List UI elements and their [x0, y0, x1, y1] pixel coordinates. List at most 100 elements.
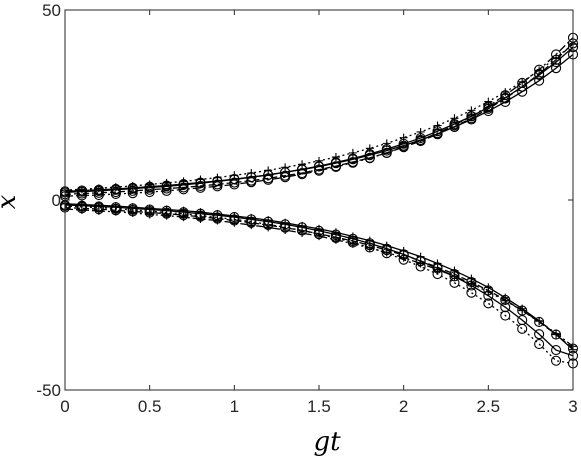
- data-point: [161, 185, 172, 196]
- data-point: [330, 229, 341, 240]
- series-line: [64, 37, 574, 197]
- data-point: [195, 177, 206, 188]
- data-point: [127, 182, 138, 193]
- data-point: [196, 215, 205, 223]
- data-point: [178, 178, 189, 190]
- data-point: [348, 148, 357, 157]
- data-point: [517, 315, 528, 326]
- data-point: [127, 188, 138, 199]
- data-point: [313, 225, 325, 236]
- data-point: [347, 157, 358, 168]
- data-point: [364, 153, 375, 164]
- data-point: [263, 169, 274, 180]
- data-point: [246, 214, 257, 225]
- data-point: [229, 179, 240, 190]
- data-point: [229, 174, 240, 185]
- data-point: [551, 63, 562, 74]
- y-tick-label: -50: [36, 381, 61, 400]
- x-tick-label: 3: [568, 397, 577, 416]
- data-point: [501, 88, 510, 97]
- data-point: [518, 306, 527, 315]
- data-point: [381, 145, 392, 156]
- data-point: [449, 271, 460, 282]
- data-point: [144, 204, 155, 215]
- data-point: [178, 184, 189, 195]
- data-point: [466, 280, 477, 291]
- data-point: [161, 205, 172, 216]
- data-point: [399, 133, 408, 142]
- data-point: [534, 64, 545, 75]
- data-point: [347, 154, 358, 165]
- data-point: [246, 172, 257, 183]
- data-point: [551, 345, 562, 356]
- y-tick-label: 50: [42, 1, 61, 20]
- data-point: [551, 355, 562, 366]
- data-point: [280, 167, 291, 178]
- data-point: [229, 212, 240, 223]
- data-point: [280, 219, 291, 230]
- axes-box: [64, 9, 574, 391]
- data-point: [127, 203, 138, 214]
- data-point: [466, 114, 477, 125]
- data-point: [315, 156, 323, 165]
- data-point: [432, 263, 443, 274]
- series-line: [64, 43, 574, 191]
- data-point: [213, 216, 222, 225]
- x-tick-label: 2.5: [477, 397, 501, 416]
- data-point: [110, 183, 121, 195]
- data-point: [364, 150, 375, 161]
- data-point: [467, 106, 476, 115]
- data-point: [416, 127, 425, 136]
- data-point: [93, 184, 104, 195]
- data-point: [500, 302, 511, 313]
- data-point: [281, 226, 290, 235]
- data-point: [500, 310, 511, 321]
- data-point: [415, 134, 426, 146]
- x-axis-label: gt: [313, 427, 341, 457]
- data-point: [381, 243, 392, 254]
- series-line: [64, 53, 574, 192]
- data-point: [466, 287, 477, 298]
- data-point: [230, 218, 239, 227]
- data-point: [364, 238, 375, 249]
- data-point: [534, 75, 545, 86]
- data-point: [77, 185, 86, 194]
- data-point: [178, 207, 189, 218]
- data-point: [398, 140, 409, 151]
- x-tick-label: 1.5: [307, 397, 331, 416]
- data-point: [212, 181, 223, 192]
- data-point: [298, 229, 307, 238]
- data-point: [331, 153, 340, 162]
- data-point: [298, 160, 307, 169]
- series-line: [64, 204, 574, 357]
- x-tick-label: 0: [60, 397, 69, 416]
- data-point: [76, 185, 87, 196]
- data-point: [398, 249, 409, 260]
- data-point: [330, 158, 341, 169]
- data-point: [466, 110, 477, 122]
- data-point: [247, 221, 256, 230]
- series-line: [64, 42, 574, 195]
- data-point: [415, 256, 426, 267]
- data-point: [501, 296, 510, 305]
- data-point: [297, 164, 308, 175]
- data-point: [535, 317, 544, 326]
- data-point: [331, 235, 340, 244]
- x-tick-label: 0.5: [138, 397, 162, 416]
- data-point: [161, 180, 172, 191]
- data-point: [263, 216, 274, 227]
- data-point: [483, 298, 494, 309]
- data-point: [534, 329, 545, 340]
- data-point: [330, 161, 341, 172]
- data-point: [195, 182, 206, 193]
- data-point: [517, 323, 528, 334]
- data-point: [313, 161, 325, 172]
- data-point: [500, 96, 511, 108]
- data-point: [110, 202, 121, 213]
- data-point: [315, 232, 323, 241]
- plot-content: [59, 32, 579, 369]
- data-point: [432, 128, 443, 139]
- tick-marks: [64, 9, 574, 391]
- x-tick-label: 2: [399, 397, 408, 416]
